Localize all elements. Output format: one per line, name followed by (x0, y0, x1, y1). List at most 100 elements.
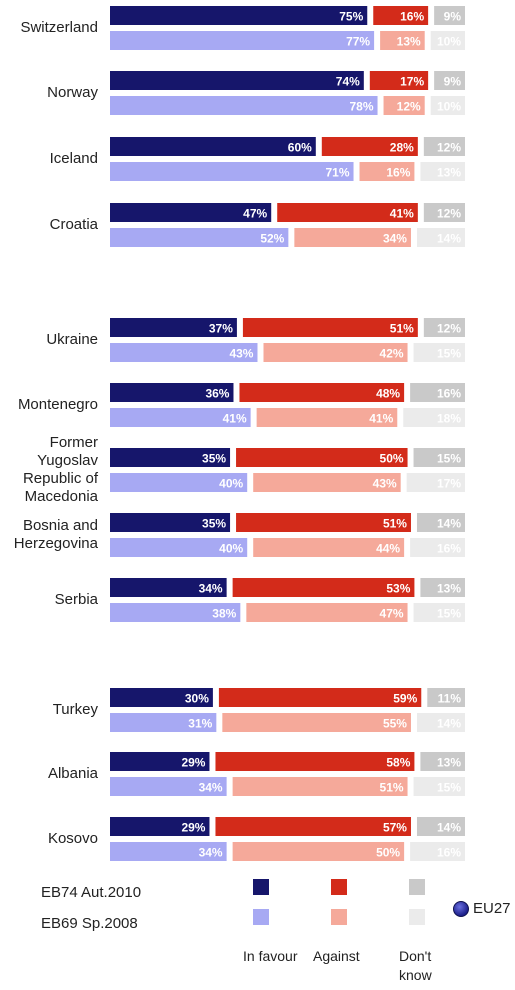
bar-infavour-current (110, 688, 213, 707)
bar-dontknow-previous (416, 228, 465, 247)
bar-dontknow-previous (413, 777, 465, 796)
data-label: 35% (202, 452, 226, 466)
data-label: 47% (380, 607, 404, 621)
data-label: 37% (209, 322, 233, 336)
data-label: 48% (376, 387, 400, 401)
data-label: 30% (185, 692, 209, 706)
data-label: 14% (437, 717, 461, 731)
data-label: 12% (437, 322, 461, 336)
data-label: 47% (243, 207, 267, 221)
data-label: 13% (437, 756, 461, 770)
bar-against-current (239, 383, 405, 402)
bar-infavour-current (110, 318, 237, 337)
bar-infavour-previous (110, 96, 378, 115)
data-label: 40% (219, 542, 243, 556)
data-label: 74% (336, 75, 360, 89)
legend-category-dontknow: Don't know (399, 947, 454, 985)
bar-against-current (215, 752, 415, 771)
bar-infavour-previous (110, 473, 248, 492)
data-label: 36% (205, 387, 229, 401)
country-label: Kosovo (47, 830, 98, 847)
legend-swatch-infavour-previous (253, 909, 269, 925)
legend-category-infavour: In favour (243, 947, 303, 966)
bar-infavour-current (110, 203, 272, 222)
bar-infavour-previous (110, 31, 375, 50)
bar-infavour-current (110, 6, 368, 25)
data-label: 43% (229, 347, 253, 361)
bar-infavour-current (110, 578, 227, 597)
bar-infavour-previous (110, 408, 251, 427)
data-label: 77% (346, 35, 370, 49)
bar-dontknow-previous (416, 713, 465, 732)
data-label: 15% (437, 607, 461, 621)
bar-infavour-previous (110, 343, 258, 362)
data-label: 29% (181, 821, 205, 835)
legend-series-current: EB74 Aut.2010 (41, 884, 142, 901)
bar-dontknow-previous (430, 31, 465, 50)
bar-infavour-current (110, 513, 231, 532)
bar-dontknow-previous (413, 603, 465, 622)
bar-against-current (218, 688, 422, 707)
data-label: 9% (444, 10, 462, 24)
data-label: 34% (199, 846, 223, 860)
bar-infavour-previous (110, 713, 217, 732)
country-label: Switzerland (20, 19, 98, 36)
data-label: 34% (199, 582, 223, 596)
data-label: 9% (444, 75, 462, 89)
bar-against-current (236, 448, 408, 467)
bar-dontknow-current (416, 817, 465, 836)
bar-dontknow-previous (410, 538, 465, 557)
bar-dontknow-previous (413, 343, 465, 362)
bar-infavour-previous (110, 538, 248, 557)
bar-against-previous (222, 713, 411, 732)
data-label: 16% (437, 387, 461, 401)
legend-category-against: Against (313, 947, 383, 966)
data-label: 43% (373, 477, 397, 491)
bar-dontknow-current (423, 137, 465, 156)
data-label: 53% (386, 582, 410, 596)
data-label: 12% (437, 207, 461, 221)
bar-infavour-current (110, 71, 364, 90)
data-label: 13% (437, 582, 461, 596)
data-label: 15% (437, 781, 461, 795)
country-label: Montenegro (17, 396, 98, 413)
bar-dontknow-current (434, 6, 465, 25)
bar-against-previous (256, 408, 398, 427)
data-label: 15% (437, 347, 461, 361)
legend-category-dontknow-text: Don't know (399, 948, 432, 983)
data-label: 51% (383, 517, 407, 531)
bar-infavour-previous (110, 777, 227, 796)
bar-infavour-previous (110, 162, 354, 181)
legend-series-previous: EB69 Sp.2008 (41, 915, 138, 932)
bar-dontknow-previous (403, 408, 465, 427)
bar-dontknow-current (416, 513, 465, 532)
bar-dontknow-previous (430, 96, 465, 115)
eu-flag-icon (453, 901, 469, 917)
data-label: 11% (438, 692, 462, 706)
bar-against-previous (263, 343, 408, 362)
data-label: 17% (437, 477, 461, 491)
data-label: 44% (376, 542, 400, 556)
country-label: Norway (47, 84, 98, 101)
bar-dontknow-current (413, 448, 465, 467)
bar-infavour-current (110, 383, 234, 402)
legend-swatch-against-current (331, 879, 347, 895)
country-label: Former Yugoslav Republic of Macedonia (22, 434, 98, 505)
data-label: 13% (397, 35, 421, 49)
bar-against-previous (359, 162, 415, 181)
data-label: 12% (437, 141, 461, 155)
bar-dontknow-previous (406, 473, 465, 492)
data-label: 17% (400, 75, 424, 89)
data-label: 78% (350, 100, 374, 114)
bar-dontknow-current (420, 752, 465, 771)
data-label: 57% (383, 821, 407, 835)
bar-against-previous (246, 603, 408, 622)
bar-against-previous (253, 473, 401, 492)
data-label: 55% (383, 717, 407, 731)
data-label: 41% (369, 412, 393, 426)
data-label: 35% (202, 517, 226, 531)
bar-dontknow-current (420, 578, 465, 597)
country-label: Turkey (52, 701, 98, 718)
data-label: 14% (437, 232, 461, 246)
